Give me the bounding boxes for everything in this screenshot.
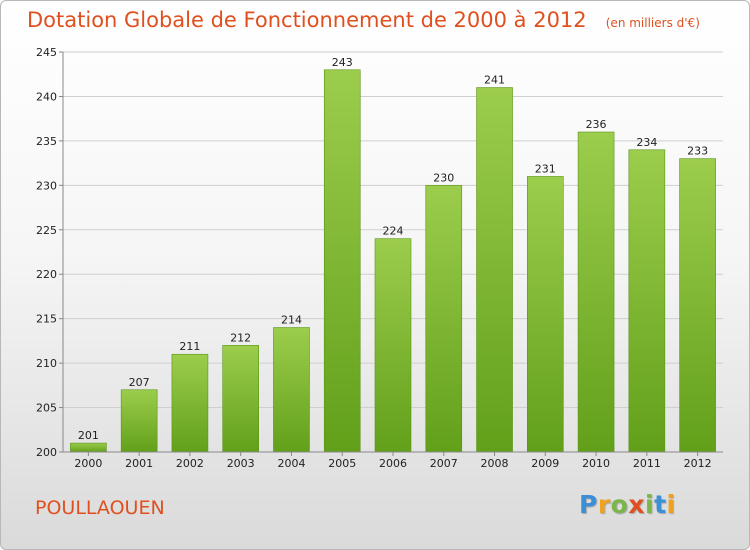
x-tick-label: 2011 (633, 457, 661, 470)
bar-value-label: 231 (535, 162, 556, 175)
bar (171, 353, 209, 453)
x-tick-label: 2006 (379, 457, 407, 470)
bar-value-label: 212 (230, 331, 251, 344)
bar-value-label: 211 (179, 340, 200, 353)
bar (527, 176, 564, 453)
y-tick-label: 225 (36, 224, 57, 237)
bar (273, 327, 310, 453)
y-tick-label: 240 (36, 90, 57, 103)
y-tick-label: 245 (36, 46, 57, 59)
bar (577, 131, 615, 453)
bar-value-label: 224 (383, 225, 404, 238)
bar (374, 238, 412, 453)
bar-value-label: 207 (129, 376, 150, 389)
x-tick-label: 2002 (176, 457, 204, 470)
logo-letter: i (666, 490, 676, 519)
x-tick-label: 2005 (328, 457, 356, 470)
bar (679, 158, 716, 453)
y-tick-label: 210 (36, 357, 57, 370)
logo-letter: t (654, 490, 667, 519)
y-tick-label: 235 (36, 135, 57, 148)
bar (120, 389, 158, 453)
bar (70, 442, 107, 453)
bar-value-label: 243 (332, 56, 353, 69)
bar (476, 87, 513, 453)
bar-value-label: 230 (433, 171, 454, 184)
x-tick-label: 2012 (684, 457, 712, 470)
bar-value-label: 236 (586, 118, 607, 131)
y-tick-label: 220 (36, 268, 57, 281)
bar-value-label: 201 (78, 429, 99, 442)
commune-name: POULLAOUEN (35, 497, 165, 519)
bar (222, 345, 259, 453)
logo-letter: o (610, 490, 629, 519)
x-tick-label: 2010 (582, 457, 610, 470)
y-tick-label: 205 (36, 402, 57, 415)
x-tick-label: 2000 (74, 457, 102, 470)
x-tick-label: 2004 (277, 457, 305, 470)
y-tick-label: 230 (36, 179, 57, 192)
x-tick-label: 2009 (531, 457, 559, 470)
bar-value-label: 233 (687, 145, 708, 158)
chart-title-row: Dotation Globale de Fonctionnement de 20… (27, 8, 700, 32)
y-tick-label: 200 (36, 446, 57, 459)
bar-value-label: 241 (484, 74, 505, 87)
proxiti-logo[interactable]: Proxiti (579, 490, 676, 519)
bar-value-label: 234 (636, 136, 657, 149)
x-tick-label: 2001 (125, 457, 153, 470)
bar (628, 149, 666, 453)
chart-title: Dotation Globale de Fonctionnement de 20… (27, 8, 587, 32)
bar-value-label: 214 (281, 314, 302, 327)
logo-letter: r (597, 490, 611, 519)
logo-letter: x (628, 490, 645, 519)
x-tick-label: 2008 (481, 457, 509, 470)
logo-letter: i (645, 490, 655, 519)
x-tick-label: 2007 (430, 457, 458, 470)
x-tick-label: 2003 (227, 457, 255, 470)
logo-letter: P (579, 490, 598, 519)
y-tick-label: 215 (36, 313, 57, 326)
bar (323, 69, 361, 453)
bar (425, 185, 463, 453)
chart-subtitle: (en milliers d'€) (605, 16, 700, 30)
